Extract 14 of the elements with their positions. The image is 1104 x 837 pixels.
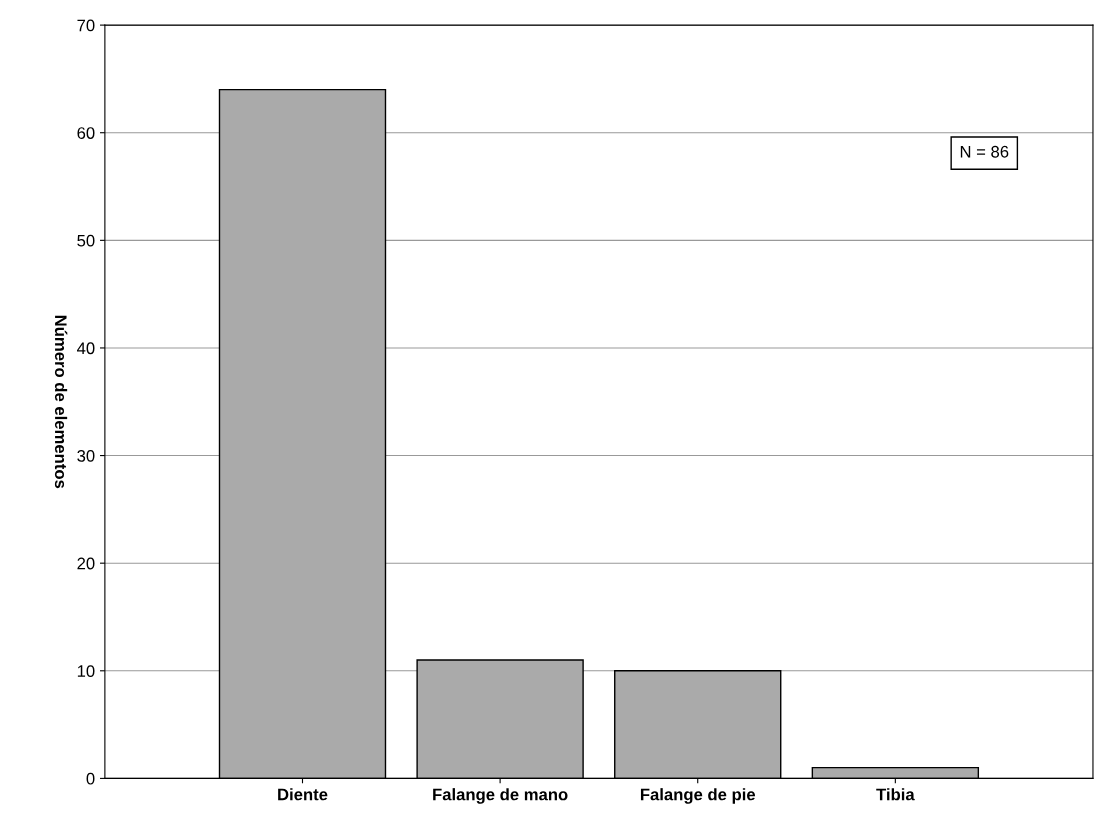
x-tick-label: Falange de mano [433, 788, 568, 804]
x-tick-label: Falange de pie [640, 788, 756, 804]
annotation: N = 86 [960, 145, 1009, 158]
y-tick-label: 70 [77, 19, 95, 32]
x-tick-label: Diente [278, 788, 328, 801]
y-tick-label: 20 [77, 557, 95, 570]
x-tick-label: Tibia [876, 788, 915, 801]
y-tick-label: 40 [77, 342, 95, 355]
y-axis-title: Número de elementos [54, 315, 68, 489]
y-tick-label: 30 [77, 449, 95, 462]
y-tick-label: 50 [77, 234, 95, 247]
y-tick-label: 0 [86, 772, 95, 785]
y-tick-label: 60 [77, 127, 95, 139]
y-tick-label: 10 [77, 665, 95, 677]
